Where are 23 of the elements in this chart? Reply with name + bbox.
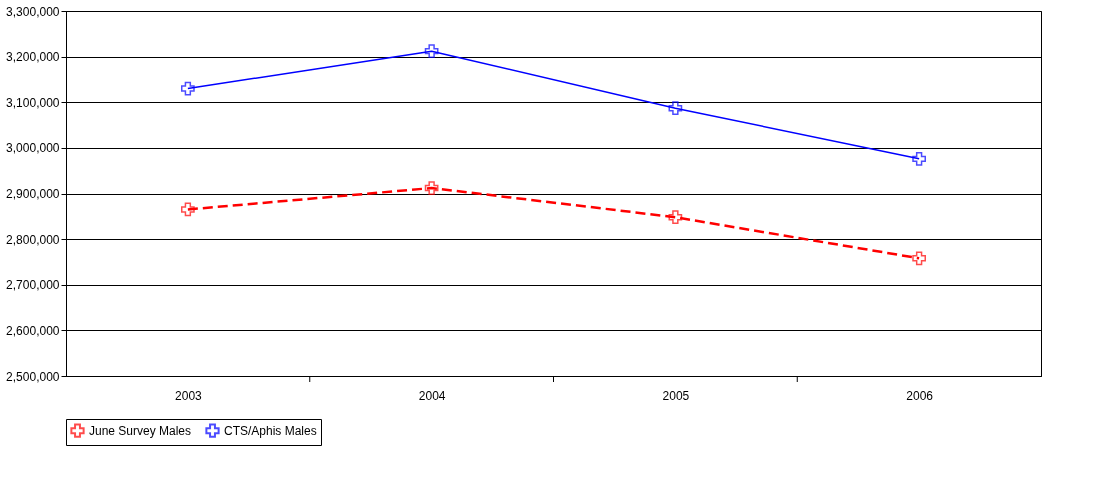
point <box>181 202 195 217</box>
y-tick-label: 2,800,000 <box>6 232 60 247</box>
point <box>181 81 195 96</box>
y-tick-label: 2,700,000 <box>6 278 60 293</box>
y-tick-label: 3,200,000 <box>6 50 60 65</box>
legend-label: June Survey Males <box>89 423 192 438</box>
y-tick-label: 2,900,000 <box>6 187 60 201</box>
y-tick-label: 3,300,000 <box>6 4 60 19</box>
x-tick-label: 2005 <box>662 388 690 403</box>
y-tick-label: 3,100,000 <box>6 95 60 110</box>
legend-label: CTS/Aphis Males <box>224 423 317 438</box>
x-tick-label: 2004 <box>418 388 446 403</box>
y-tick-label: 2,600,000 <box>6 323 60 338</box>
x-tick-label: 2006 <box>906 388 934 403</box>
y-tick-label: 2,500,000 <box>6 369 60 384</box>
x-tick-label: 2003 <box>175 388 203 403</box>
point <box>912 151 926 166</box>
point <box>668 210 683 225</box>
point <box>912 251 926 266</box>
point <box>424 181 439 195</box>
point <box>424 44 439 59</box>
point <box>668 101 683 116</box>
y-tick-label: 3,000,000 <box>6 141 60 156</box>
